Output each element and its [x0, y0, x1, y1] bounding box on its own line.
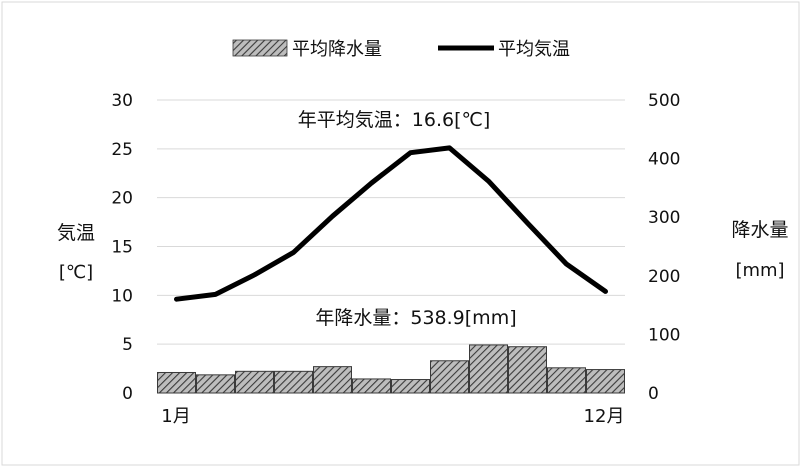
annual-temp-annotation: 年平均気温：16.6[℃] [298, 109, 490, 131]
x-tick-last: 12月 [584, 406, 625, 427]
left-axis-title: 気温 [57, 222, 95, 244]
legend-temp-label: 平均気温 [498, 39, 570, 60]
left-tick-label: 10 [111, 286, 133, 306]
left-axis-unit: [℃] [59, 262, 93, 283]
right-tick-label: 300 [648, 208, 680, 228]
right-tick-label: 0 [648, 384, 659, 404]
precip-bar [469, 344, 508, 394]
legend: 平均降水量 平均気温 [232, 39, 570, 60]
precip-bar [508, 346, 547, 394]
x-tick-first: 1月 [161, 406, 190, 427]
precip-bar [352, 378, 391, 394]
legend-bar-swatch [232, 39, 288, 57]
precip-bar [586, 369, 625, 394]
left-tick-label: 25 [111, 140, 133, 160]
precip-bar [196, 374, 235, 394]
left-tick-label: 20 [111, 189, 133, 209]
legend-precip-label: 平均降水量 [292, 39, 382, 60]
right-tick-label: 100 [648, 325, 680, 345]
precip-bar [274, 370, 313, 394]
right-tick-label: 500 [648, 91, 680, 111]
annual-precip-annotation: 年降水量：538.9[mm] [315, 307, 516, 329]
precip-bar [391, 379, 430, 394]
left-tick-label: 15 [111, 238, 133, 258]
precip-bar [157, 371, 196, 394]
precip-bar [313, 366, 352, 394]
precip-bar [547, 367, 586, 394]
left-tick-label: 0 [122, 384, 133, 404]
precip-bars [157, 344, 625, 394]
temperature-line [174, 145, 608, 302]
left-tick-label: 30 [111, 91, 133, 111]
left-tick-label: 5 [122, 335, 133, 355]
right-axis-unit: [mm] [735, 260, 784, 281]
right-axis-title: 降水量 [731, 219, 788, 241]
precip-bar [430, 360, 469, 394]
right-tick-label: 200 [648, 267, 680, 287]
right-tick-label: 400 [648, 150, 680, 170]
precip-bar [235, 370, 274, 394]
